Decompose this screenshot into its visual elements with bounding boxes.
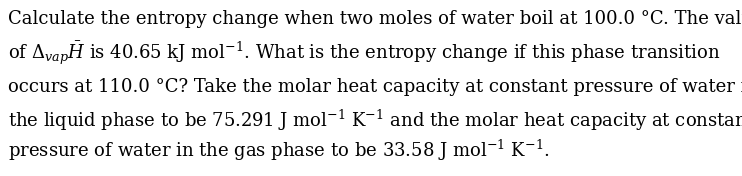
Text: the liquid phase to be 75.291 J mol$^{-1}$ K$^{-1}$ and the molar heat capacity : the liquid phase to be 75.291 J mol$^{-1… [8,108,742,133]
Text: Calculate the entropy change when two moles of water boil at 100.0 °C. The value: Calculate the entropy change when two mo… [8,10,742,28]
Text: pressure of water in the gas phase to be 33.58 J mol$^{-1}$ K$^{-1}$.: pressure of water in the gas phase to be… [8,138,550,163]
Text: of $\Delta_{\mathit{vap}}\bar{H}$ is 40.65 kJ mol$^{-1}$. What is the entropy ch: of $\Delta_{\mathit{vap}}\bar{H}$ is 40.… [8,40,720,67]
Text: occurs at 110.0 °C? Take the molar heat capacity at constant pressure of water i: occurs at 110.0 °C? Take the molar heat … [8,78,742,96]
